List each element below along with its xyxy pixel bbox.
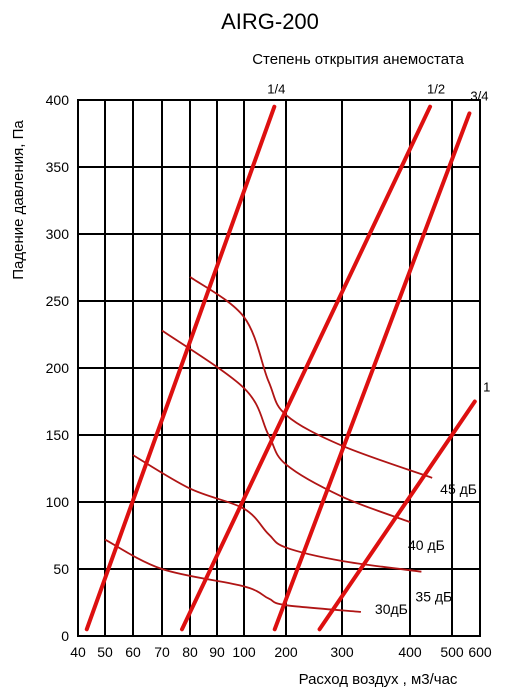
y-tick-label: 0 — [61, 628, 69, 644]
x-tick-label: 70 — [154, 644, 170, 660]
series-label: 1/2 — [427, 82, 445, 97]
y-tick-label: 250 — [46, 293, 70, 309]
x-tick-label: 40 — [70, 644, 86, 660]
y-tick-label: 400 — [46, 92, 70, 108]
x-tick-label: 60 — [125, 644, 141, 660]
x-axis-label: Расход воздух , м3/час — [299, 671, 458, 688]
noise-curve — [189, 276, 433, 479]
y-axis-label: Падение давления, Па — [10, 120, 27, 280]
x-tick-label: 90 — [209, 644, 225, 660]
y-tick-label: 200 — [46, 360, 70, 376]
y-tick-labels: 0 50 100 150 200 250 300 350 400 — [46, 92, 70, 644]
noise-curve — [104, 538, 362, 613]
series-label: 1 — [483, 380, 490, 395]
noise-curve — [132, 454, 422, 573]
x-tick-label: 400 — [398, 644, 422, 660]
series-line — [317, 399, 477, 632]
noise-curve-label: 45 дБ — [440, 481, 477, 497]
x-tick-labels: 40 50 60 70 80 90 100 200 300 400 500 600 — [70, 644, 492, 660]
chart-title: AIRG-200 — [221, 9, 319, 34]
noise-curve-label: 35 дБ — [415, 589, 452, 605]
noise-curve — [161, 329, 411, 523]
series-line — [272, 111, 472, 632]
y-tick-label: 150 — [46, 427, 70, 443]
series-line — [179, 104, 433, 632]
x-tick-label: 80 — [182, 644, 198, 660]
x-tick-label: 50 — [97, 644, 113, 660]
x-tick-label: 500 — [440, 644, 464, 660]
x-tick-label: 300 — [330, 644, 354, 660]
y-tick-label: 300 — [46, 226, 70, 242]
chart-subtitle: Степень открытия анемостата — [252, 51, 464, 68]
noise-curves — [104, 276, 433, 613]
series-lines — [84, 104, 477, 632]
noise-curve-label: 40 дБ — [408, 537, 445, 553]
series-line — [84, 104, 277, 632]
y-tick-label: 350 — [46, 159, 70, 175]
y-tick-label: 100 — [46, 494, 70, 510]
x-tick-label: 600 — [468, 644, 492, 660]
grid — [77, 99, 481, 637]
series-label: 1/4 — [267, 82, 285, 97]
y-tick-label: 50 — [53, 561, 69, 577]
x-tick-label: 100 — [232, 644, 256, 660]
noise-curve-label: 30дБ — [375, 601, 408, 617]
x-tick-label: 200 — [274, 644, 298, 660]
plot-frame — [77, 99, 481, 637]
